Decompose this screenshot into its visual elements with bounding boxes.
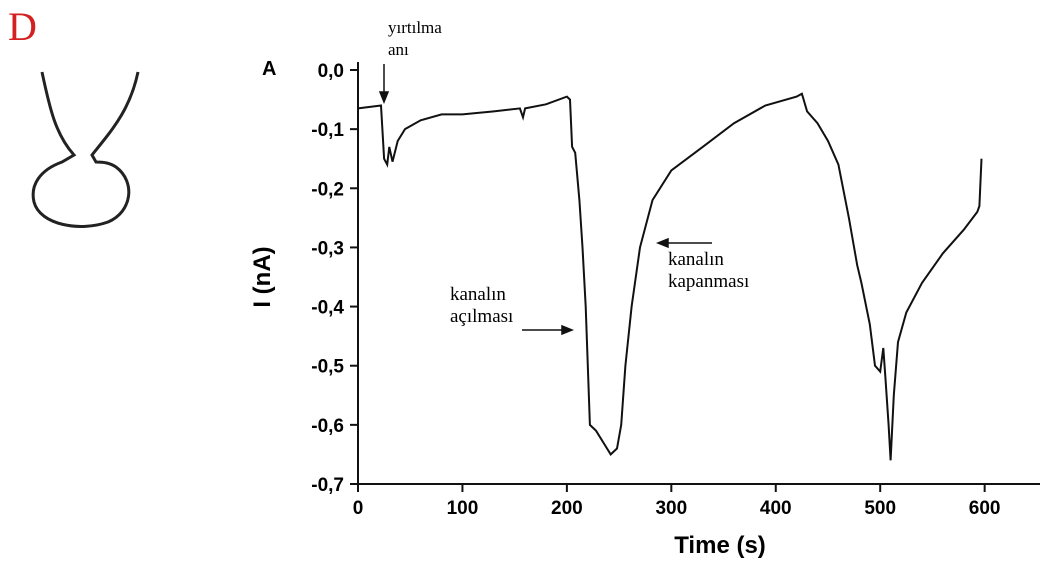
annotation: yırtılma bbox=[388, 18, 442, 37]
y-tick-label: -0,3 bbox=[311, 238, 344, 259]
y-tick-label: 0,0 bbox=[318, 61, 344, 82]
arrows bbox=[378, 64, 712, 336]
pipette-drawing bbox=[31, 71, 140, 228]
x-tick-label: 500 bbox=[864, 498, 896, 519]
x-tick-label: 400 bbox=[760, 498, 792, 519]
annotation: açılması bbox=[450, 306, 513, 327]
x-tick-label: 600 bbox=[969, 498, 1001, 519]
x-tick-label: 300 bbox=[655, 498, 687, 519]
y-tick-label: -0,7 bbox=[311, 475, 344, 496]
y-tick-label: -0,2 bbox=[311, 179, 344, 200]
y-tick-label: -0,1 bbox=[311, 120, 344, 141]
x-tick-label: 100 bbox=[447, 498, 479, 519]
figure-label: D bbox=[8, 4, 37, 49]
x-axis-label: Time (s) bbox=[674, 532, 766, 559]
y-tick-label: -0,6 bbox=[311, 416, 344, 437]
y-axis-label: I (nA) bbox=[249, 246, 276, 307]
y-tick-label: -0,5 bbox=[311, 357, 344, 378]
x-tick-label: 200 bbox=[551, 498, 583, 519]
annotation: kanalın bbox=[668, 249, 724, 270]
panel-label: A bbox=[262, 58, 276, 80]
x-tick-label: 0 bbox=[353, 498, 364, 519]
annotation: anı bbox=[388, 40, 409, 59]
annotation: kanalın bbox=[450, 284, 506, 305]
y-tick-label: -0,4 bbox=[311, 298, 344, 319]
annotation: kapanması bbox=[668, 271, 749, 292]
trace bbox=[357, 92, 983, 461]
